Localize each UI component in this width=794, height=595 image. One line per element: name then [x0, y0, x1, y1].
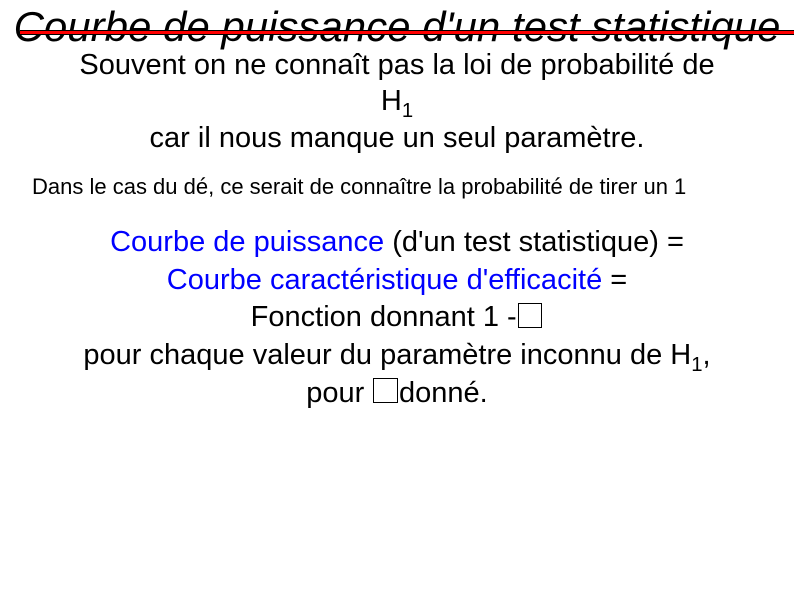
p2-text: Dans le cas du dé, ce serait de connaîtr… [32, 174, 686, 199]
p3-l1-black: (d'un test statistique) = [384, 226, 684, 258]
p1-line1: Souvent on ne connaît pas la loi de prob… [79, 49, 714, 81]
missing-glyph-icon [373, 378, 398, 403]
paragraph-2: Dans le cas du dé, ce serait de connaîtr… [0, 174, 794, 200]
p1-h: H [381, 85, 402, 117]
p3-l2-blue: Courbe caractéristique d'efficacité [167, 264, 602, 296]
p1-line3: car il nous manque un seul paramètre. [150, 122, 645, 154]
p3-l4-prefix: pour chaque valeur du paramètre inconnu … [83, 339, 691, 371]
p3-l3-prefix: Fonction donnant 1 - [251, 301, 517, 333]
p3-l5-prefix: pour [306, 377, 372, 409]
slide: { "title": { "text": "Courbe de puissanc… [0, 0, 794, 595]
p1-sub1: 1 [402, 100, 413, 122]
slide-title: Courbe de puissance d'un test statistiqu… [0, 0, 794, 50]
missing-glyph-icon [518, 303, 543, 328]
p3-l5-suffix: donné. [399, 377, 488, 409]
divider-outer [20, 30, 794, 35]
p3-l1-blue: Courbe de puissance [110, 226, 384, 258]
p3-l2-black: = [602, 264, 627, 296]
title-text: Courbe de puissance d'un test statistiqu… [14, 3, 781, 50]
divider-inner [20, 31, 794, 34]
paragraph-1: Souvent on ne connaît pas la loi de prob… [0, 47, 794, 156]
title-divider [0, 30, 794, 35]
p3-l4-suffix: , [703, 339, 711, 371]
p3-l4-sub: 1 [691, 354, 702, 376]
paragraph-3: Courbe de puissance (d'un test statistiq… [0, 224, 794, 412]
